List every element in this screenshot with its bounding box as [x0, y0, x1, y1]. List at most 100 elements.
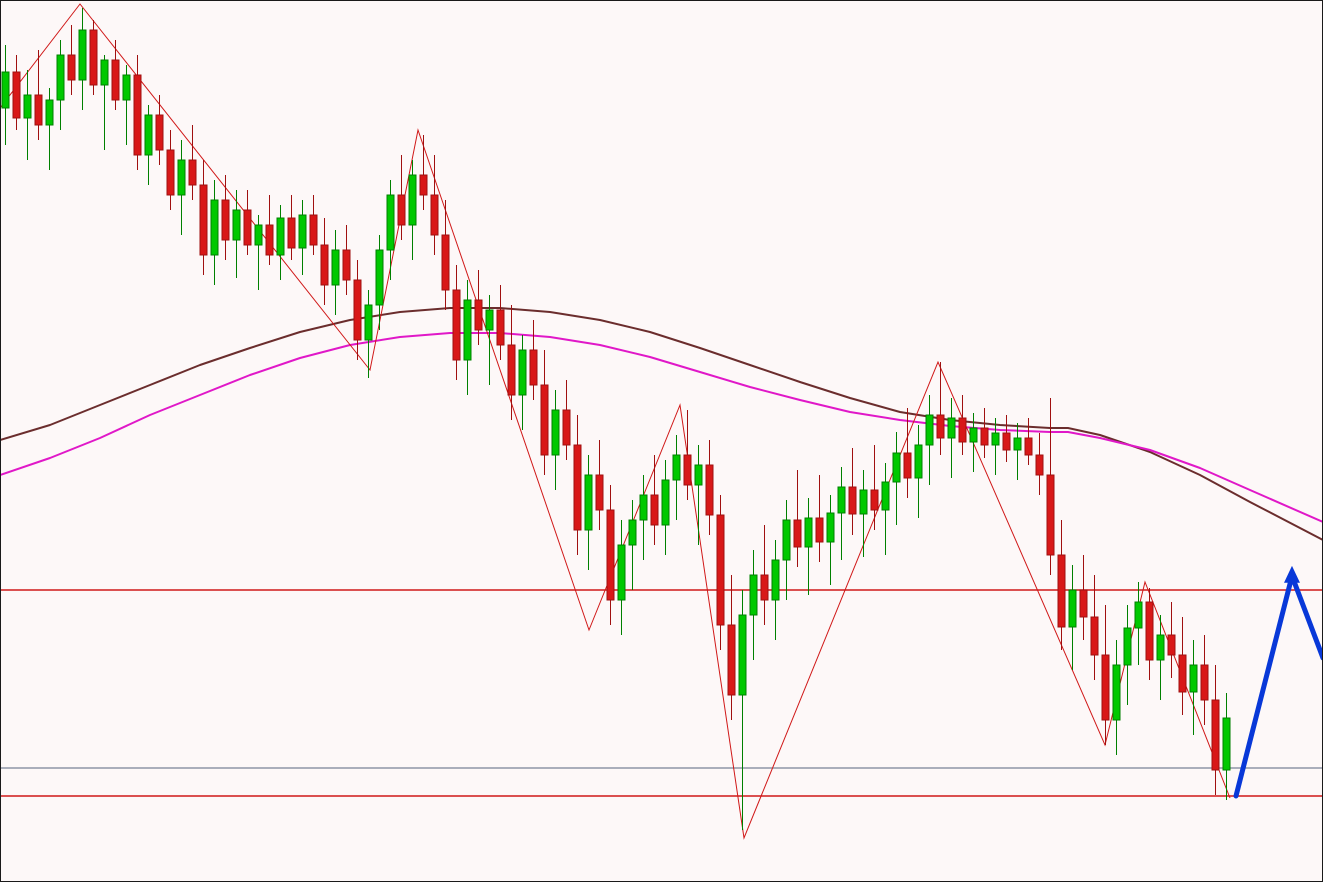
candle-body — [178, 160, 185, 195]
candle-body — [387, 195, 394, 250]
candle-body — [805, 518, 812, 547]
candle-body — [1157, 635, 1164, 660]
candle-body — [816, 518, 823, 542]
candle-body — [508, 345, 515, 395]
candle-body — [618, 545, 625, 600]
candle-body — [530, 350, 537, 385]
candle-body — [948, 418, 955, 438]
candle-body — [332, 250, 339, 285]
candle-body — [673, 455, 680, 480]
candle-body — [453, 290, 460, 360]
candle-body — [255, 225, 262, 245]
candle-body — [563, 410, 570, 445]
candle-body — [497, 310, 504, 345]
candle-body — [189, 160, 196, 185]
candle-body — [123, 75, 130, 100]
candle-body — [1014, 438, 1021, 450]
candle-body — [695, 465, 702, 485]
candle-body — [2, 72, 9, 108]
candle-body — [629, 520, 636, 545]
candle-body — [706, 465, 713, 515]
candle-body — [24, 95, 31, 118]
candle-body — [57, 55, 64, 100]
candle-body — [79, 30, 86, 80]
candle-body — [607, 510, 614, 600]
candle-body — [233, 210, 240, 240]
candle-body — [1058, 555, 1065, 627]
candle-body — [1124, 628, 1131, 665]
candle-body — [35, 95, 42, 125]
candle-body — [112, 60, 119, 100]
candle-body — [244, 210, 251, 245]
candle-body — [354, 280, 361, 340]
candle-body — [299, 215, 306, 248]
candle-body — [101, 60, 108, 85]
candle-body — [750, 575, 757, 615]
candle-body — [761, 575, 768, 600]
candle-body — [959, 418, 966, 442]
candle-body — [1113, 665, 1120, 720]
candle-body — [992, 433, 999, 445]
candle-body — [13, 72, 20, 118]
candle-body — [167, 150, 174, 195]
candle-body — [145, 115, 152, 155]
candle-body — [1047, 475, 1054, 555]
candle-body — [420, 175, 427, 195]
candle-body — [1179, 655, 1186, 692]
candle-body — [68, 55, 75, 80]
candle-body — [1223, 718, 1230, 770]
candle-body — [574, 445, 581, 530]
candle-body — [1146, 602, 1153, 660]
candle-body — [772, 560, 779, 600]
candle-body — [365, 305, 372, 340]
candle-body — [46, 100, 53, 125]
candle-body — [728, 625, 735, 695]
candle-body — [838, 487, 845, 513]
candle-body — [409, 175, 416, 225]
candle-body — [1025, 438, 1032, 455]
candle-body — [926, 415, 933, 445]
candle-body — [882, 482, 889, 510]
candle-body — [893, 453, 900, 482]
candle-body — [640, 495, 647, 520]
candle-body — [541, 385, 548, 455]
candle-body — [442, 235, 449, 290]
candle-body — [288, 218, 295, 248]
candle-body — [200, 185, 207, 255]
candle-body — [310, 215, 317, 245]
candle-body — [1201, 665, 1208, 700]
candle-body — [970, 428, 977, 442]
candle-body — [222, 200, 229, 240]
candle-body — [684, 455, 691, 485]
candle-body — [849, 487, 856, 514]
candle-body — [321, 245, 328, 285]
candle-body — [464, 300, 471, 360]
candle-body — [1091, 617, 1098, 655]
candle-body — [662, 480, 669, 525]
candle-body — [1102, 655, 1109, 720]
candle-body — [486, 310, 493, 330]
candle-body — [266, 225, 273, 255]
candle-body — [585, 475, 592, 530]
candle-body — [651, 495, 658, 525]
candle-body — [860, 490, 867, 514]
candle-body — [1135, 602, 1142, 628]
candle-body — [739, 615, 746, 695]
candle-body — [431, 195, 438, 235]
candle-body — [1069, 590, 1076, 627]
candle-body — [1036, 455, 1043, 475]
candle-body — [1080, 590, 1087, 617]
candle-body — [827, 513, 834, 542]
candle-body — [1212, 700, 1219, 770]
candlestick-chart[interactable] — [0, 0, 1323, 882]
candle-body — [904, 453, 911, 478]
candle-body — [981, 428, 988, 445]
candle-body — [1168, 635, 1175, 655]
candle-body — [398, 195, 405, 225]
candle-body — [277, 218, 284, 255]
candle-body — [717, 515, 724, 625]
candle-body — [937, 415, 944, 438]
candle-body — [343, 250, 350, 280]
candle-body — [376, 250, 383, 305]
candle-body — [552, 410, 559, 455]
